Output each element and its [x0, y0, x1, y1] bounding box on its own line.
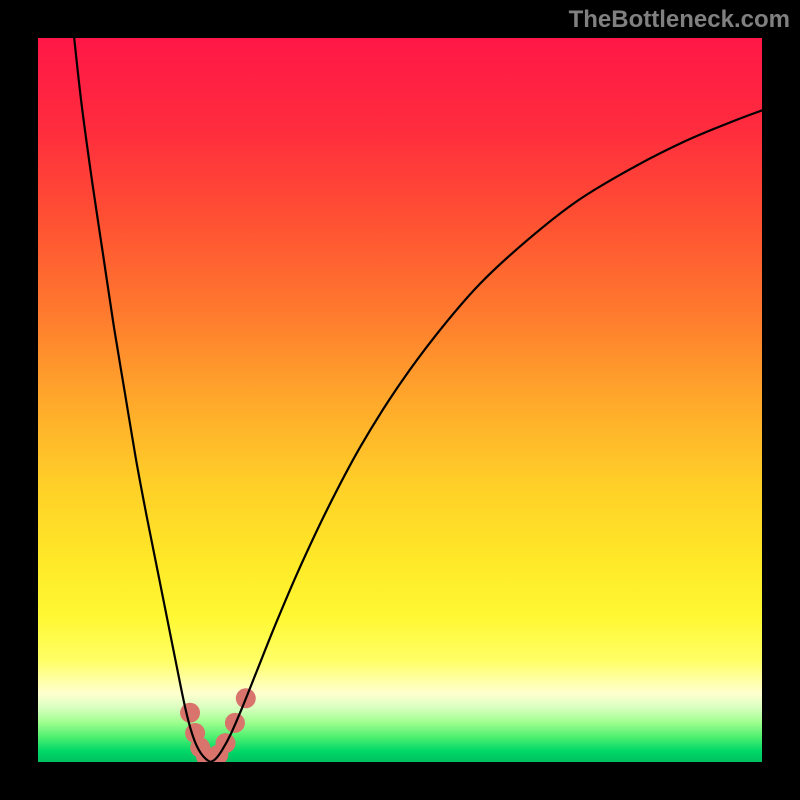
bottleneck-chart: [38, 38, 762, 762]
valley-marker-0: [180, 703, 200, 723]
watermark-text: TheBottleneck.com: [569, 6, 790, 34]
gradient-background: [38, 38, 762, 762]
